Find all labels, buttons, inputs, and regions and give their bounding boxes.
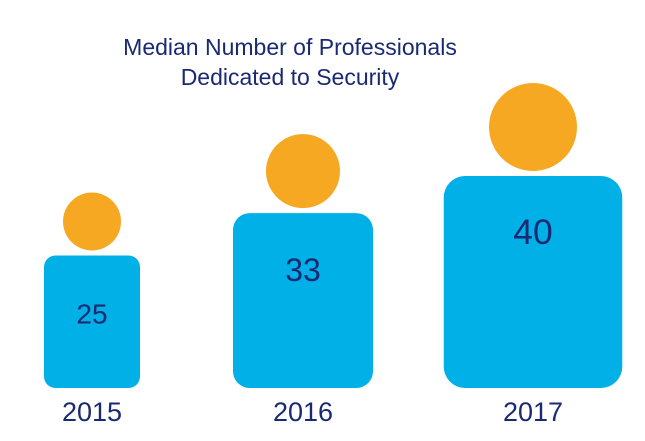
figure-body-2015: [44, 255, 140, 388]
data-label-2015: 25: [76, 299, 107, 330]
figure-2017: 40 2017: [443, 83, 623, 427]
figure-head-2015: [63, 192, 121, 251]
chart-title-line-1: Median Number of Professionals: [123, 34, 457, 60]
figure-head-2017: [489, 83, 577, 171]
figure-2015: 25 2015: [44, 192, 140, 427]
figure-head-2016: [266, 134, 340, 209]
data-label-2016: 33: [285, 252, 321, 288]
figure-body-2017: [443, 176, 623, 388]
data-label-2017: 40: [513, 212, 553, 252]
category-label-2017: 2017: [503, 397, 563, 427]
category-label-2016: 2016: [273, 397, 333, 427]
figure-body-2016: [233, 213, 373, 388]
chart-title: Median Number of Professionals Dedicated…: [70, 32, 510, 92]
category-label-2015: 2015: [62, 397, 122, 427]
chart-title-line-2: Dedicated to Security: [180, 64, 400, 90]
figure-2016: 33 2016: [233, 134, 373, 427]
